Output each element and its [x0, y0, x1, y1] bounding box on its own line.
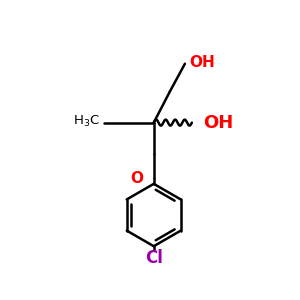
Text: O: O [130, 171, 143, 186]
Text: OH: OH [203, 114, 234, 132]
Text: Cl: Cl [145, 249, 163, 267]
Text: H$_3$C: H$_3$C [73, 114, 100, 129]
Text: OH: OH [190, 55, 215, 70]
